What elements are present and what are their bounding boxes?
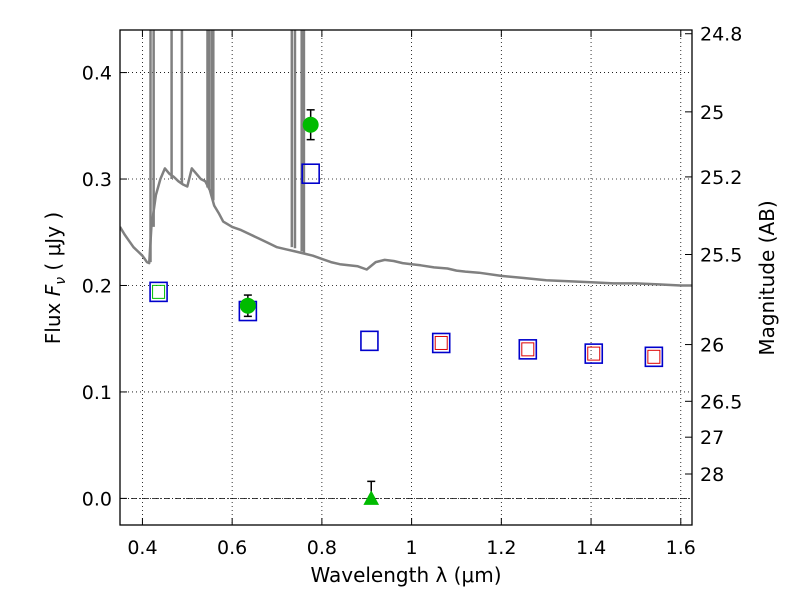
plot-area [120, 30, 692, 287]
detection-point [239, 297, 256, 314]
x-tick-label: 0.6 [217, 537, 247, 559]
markers-layer [149, 109, 664, 505]
y-tick-label: 0.2 [82, 275, 112, 297]
detection-point [302, 116, 319, 133]
mag-tick-label: 28 [700, 464, 724, 486]
x-axis-label: Wavelength λ (μm) [310, 563, 501, 587]
y-tick-label: 0.0 [82, 488, 112, 510]
x-tick-label: 1.6 [666, 537, 696, 559]
upper-limit-triangle [363, 490, 380, 505]
y-label-unit: ( μJy ) [41, 212, 65, 277]
red-inner-square [434, 335, 448, 350]
labels-layer: 0.4 0.6 0.8 1 1.2 1.4 1.6 0.0 0.1 0.2 0.3 0.4 24.8 25… [82, 24, 743, 559]
mag-tick-label: 26 [700, 335, 724, 357]
red-inner-square [587, 346, 601, 361]
x-tick-label: 1.4 [576, 537, 606, 559]
model-photometry-square [431, 332, 451, 354]
y-label-subscript: ν [53, 277, 69, 285]
x-tick-label: 1 [406, 537, 418, 559]
y-axis-label-right: Magnitude (AB) [755, 200, 779, 355]
mag-tick-label: 25 [700, 102, 724, 124]
red-inner-square [521, 342, 535, 357]
sed-model-curve [120, 167, 692, 287]
y-label-symbol: F [41, 284, 65, 296]
y-tick-label: 0.1 [82, 382, 112, 404]
x-tick-label: 0.8 [307, 537, 337, 559]
model-photometry-square [644, 346, 664, 368]
x-tick-label: 1.2 [486, 537, 516, 559]
green-inner-square [152, 284, 166, 299]
mag-tick-label: 25.5 [700, 245, 742, 267]
model-photometry-square [584, 343, 604, 364]
plot-frame [119, 29, 693, 526]
model-photometry-square [301, 163, 320, 185]
red-inner-square [647, 349, 661, 364]
y-label-prefix: Flux [41, 296, 65, 344]
y-axis-label-left: Flux Fν ( μJy ) [41, 212, 69, 344]
mag-tick-label: 24.8 [700, 24, 742, 46]
model-photometry-square [149, 281, 168, 303]
sed-model-layer [120, 30, 692, 287]
ticks-layer [120, 30, 692, 525]
mag-tick-label: 25.2 [700, 167, 742, 189]
model-photometry-square [360, 330, 379, 352]
y-tick-label: 0.4 [82, 63, 112, 85]
model-photometry-square [518, 339, 538, 360]
x-tick-label: 0.4 [127, 537, 157, 559]
mag-tick-label: 26.5 [700, 391, 742, 413]
mag-tick-label: 27 [700, 427, 724, 449]
y-tick-label: 0.3 [82, 169, 112, 191]
